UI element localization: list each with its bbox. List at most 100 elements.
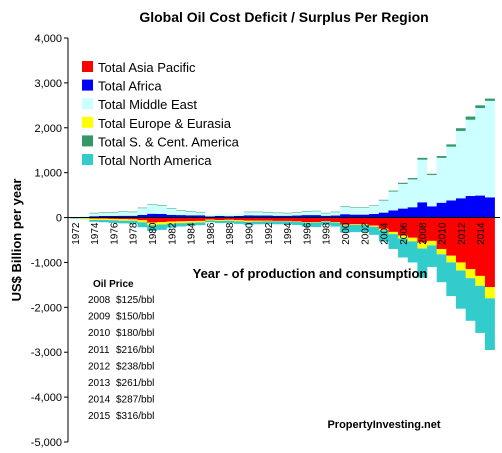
bar-total-africa-1996 (301, 215, 312, 218)
bar-total-north-america-1978 (127, 220, 138, 224)
bar-total-middle-east-2001 (349, 207, 360, 215)
bar-total-north-america-2014 (475, 285, 486, 333)
x-tick-label: 2006 (399, 222, 410, 245)
bar-total-europe-eurasia-2014 (475, 275, 486, 286)
bar-total-africa-1981 (156, 213, 167, 218)
bar-total-asia-pacific-2005 (388, 217, 399, 232)
bar-total-north-america-1994 (282, 221, 293, 225)
bar-total-europe-eurasia-2012 (456, 262, 466, 271)
bar-total-middle-east-2000 (340, 206, 351, 215)
bar-total-europe-eurasia-1975 (98, 218, 109, 221)
bar-total-s-cent-america-2001 (349, 207, 360, 208)
bar-total-s-cent-america-1990 (243, 211, 254, 213)
bar-total-asia-pacific-2002 (359, 217, 370, 225)
bar-total-north-america-1980 (147, 225, 158, 232)
bar-total-asia-pacific-1998 (320, 217, 331, 222)
bar-total-s-cent-america-1991 (253, 211, 264, 213)
bar-total-middle-east-1994 (282, 213, 293, 216)
bar-total-s-cent-america-2005 (388, 190, 399, 192)
bar-total-middle-east-1998 (320, 213, 331, 216)
bar-total-north-america-1973 (79, 218, 90, 220)
bar-total-africa-1978 (127, 215, 138, 218)
bar-total-north-america-1996 (301, 222, 312, 227)
bar-total-africa-1986 (205, 216, 216, 218)
bar-total-europe-eurasia-1979 (137, 220, 148, 223)
bar-total-north-america-1975 (98, 220, 109, 223)
bar-total-africa-2002 (359, 214, 370, 218)
bar-total-africa-1988 (224, 216, 235, 218)
bar-total-north-america-1986 (205, 220, 216, 223)
bar-total-s-cent-america-2011 (446, 144, 457, 147)
bar-total-europe-eurasia-2008 (417, 242, 428, 249)
x-tick-label: 2010 (438, 222, 449, 245)
x-tick-label: 2000 (341, 222, 352, 245)
bar-total-europe-eurasia-1977 (118, 219, 129, 221)
legend-swatch (82, 154, 93, 165)
y-tick-label: 0 (56, 213, 62, 225)
legend-swatch (82, 61, 93, 72)
bar-total-middle-east-2002 (359, 207, 370, 215)
bar-total-asia-pacific-1990 (243, 217, 254, 221)
bar-total-middle-east-1974 (89, 213, 100, 217)
bar-total-middle-east-1973 (79, 216, 90, 218)
bar-total-middle-east-1985 (195, 212, 206, 216)
bar-total-middle-east-2012 (456, 130, 466, 199)
bar-total-africa-1979 (137, 214, 148, 218)
bar-total-africa-1995 (291, 215, 302, 218)
bar-total-middle-east-1989 (234, 213, 244, 216)
bar-total-asia-pacific-1995 (291, 217, 302, 222)
oil-price-value: $238/bbl (116, 361, 154, 372)
bar-total-europe-eurasia-1986 (205, 219, 216, 221)
bar-total-north-america-2013 (465, 278, 476, 321)
bar-total-asia-pacific-2003 (369, 217, 380, 226)
legend-label: Total Middle East (98, 97, 197, 112)
bar-total-asia-pacific-2007 (407, 217, 418, 238)
x-axis-label: Year - of production and consumption (193, 266, 428, 281)
bar-total-middle-east-1992 (263, 212, 273, 216)
bar-total-middle-east-2005 (388, 191, 399, 211)
bar-total-asia-pacific-1991 (253, 217, 264, 221)
legend-label: Total S. & Cent. America (98, 134, 240, 149)
bar-total-middle-east-1981 (156, 205, 167, 214)
bar-total-north-america-1990 (243, 221, 254, 225)
bar-total-north-america-1995 (291, 221, 302, 225)
bar-total-s-cent-america-2009 (427, 173, 437, 175)
bar-total-europe-eurasia-1996 (301, 222, 312, 223)
x-tick-label: 1986 (206, 222, 217, 245)
bar-total-europe-eurasia-1990 (243, 220, 254, 222)
bar-total-asia-pacific-1983 (176, 217, 187, 222)
bar-total-africa-1982 (166, 214, 177, 218)
legend-label: Total Asia Pacific (98, 60, 196, 75)
bar-total-middle-east-2007 (407, 179, 418, 208)
bar-total-europe-eurasia-1992 (263, 220, 273, 222)
bar-total-s-cent-america-2014 (475, 105, 486, 109)
legend-label: Total Europe & Eurasia (98, 116, 232, 131)
bar-total-europe-eurasia-2015 (484, 287, 495, 299)
bar-total-middle-east-1977 (118, 211, 129, 216)
oil-price-year: 2014 (88, 395, 111, 406)
bar-total-asia-pacific-1979 (137, 217, 148, 221)
legend-swatch (82, 135, 93, 147)
bar-total-europe-eurasia-1989 (234, 220, 244, 222)
bar-total-africa-1985 (195, 215, 206, 218)
bar-total-asia-pacific-1994 (282, 217, 293, 221)
bar-total-asia-pacific-2008 (417, 217, 428, 243)
bar-total-europe-eurasia-2004 (378, 228, 389, 231)
bar-total-north-america-1982 (166, 223, 177, 228)
bar-total-africa-2010 (436, 202, 447, 218)
bar-total-north-america-1972 (70, 218, 80, 219)
y-axis-label: US$ Billion per year (9, 179, 24, 302)
bar-total-africa-2012 (456, 198, 466, 218)
bar-total-s-cent-america-1998 (320, 212, 331, 214)
bar-total-asia-pacific-2014 (475, 217, 486, 276)
bar-total-north-america-1979 (137, 222, 148, 228)
x-tick-label: 1982 (167, 222, 178, 245)
bar-total-africa-2005 (388, 210, 399, 218)
bar-total-asia-pacific-2004 (378, 217, 389, 229)
bar-total-middle-east-1997 (311, 211, 322, 216)
bar-total-s-cent-america-1980 (147, 204, 158, 205)
bar-total-europe-eurasia-1994 (282, 220, 293, 222)
bar-total-middle-east-1996 (301, 211, 312, 216)
bar-total-s-cent-america-1999 (330, 211, 341, 213)
